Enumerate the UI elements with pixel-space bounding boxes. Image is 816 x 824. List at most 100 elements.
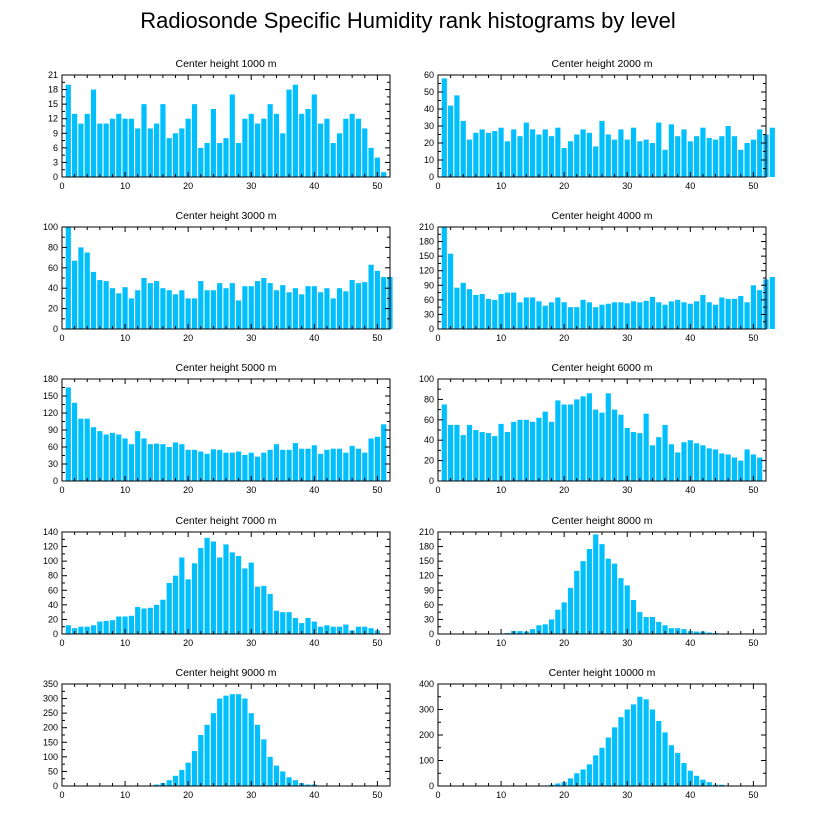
histogram-bar: [336, 448, 343, 481]
histogram-bar: [160, 444, 166, 481]
histogram-bar: [254, 724, 261, 786]
histogram-bar: [548, 619, 555, 634]
y-tick-label: 9: [53, 128, 58, 138]
histogram-bar: [605, 303, 611, 329]
histogram-bar: [109, 288, 116, 329]
histogram-bar: [154, 281, 160, 329]
histogram-bar: [593, 409, 599, 481]
histogram-bar: [330, 143, 336, 177]
histogram-bar: [368, 264, 374, 329]
histogram-bar: [172, 442, 179, 481]
histogram-bar: [656, 122, 662, 177]
histogram-panel-10: Center height 10000 m 0 10 20 30 40 50 0 100 200 3…: [419, 667, 767, 800]
histogram-bar: [90, 625, 97, 634]
histogram-bar: [561, 302, 567, 329]
histogram-bar: [109, 432, 116, 481]
histogram-bar: [530, 421, 536, 481]
histogram-bar: [229, 694, 235, 786]
histogram-bar: [599, 544, 605, 634]
x-tick-label: 20: [559, 638, 569, 648]
histogram-bar: [624, 303, 630, 329]
histogram-bar: [750, 454, 756, 481]
histogram-bar: [210, 713, 216, 786]
panel-title: Center height 10000 m: [549, 667, 656, 679]
histogram-bar: [172, 775, 179, 786]
histogram-bar: [191, 751, 198, 786]
histogram-bar: [460, 435, 466, 481]
x-tick-label: 20: [559, 790, 569, 800]
histogram-bar: [236, 451, 242, 481]
histogram-bar: [687, 141, 693, 177]
x-tick-label: 50: [372, 790, 382, 800]
y-tick-label: 18: [48, 85, 58, 95]
x-tick-label: 30: [622, 790, 632, 800]
histogram-bar: [65, 227, 71, 329]
histogram-bar: [343, 452, 349, 481]
histogram-bar: [299, 623, 305, 634]
histogram-bar: [254, 456, 261, 481]
histogram-bar: [530, 629, 536, 634]
histogram-bar: [649, 709, 656, 786]
y-tick-label: 150: [419, 251, 434, 261]
y-tick-label: 150: [419, 556, 434, 566]
histogram-bar: [223, 452, 229, 481]
histogram-bar: [122, 118, 128, 177]
histogram-bar: [254, 281, 261, 329]
histogram-bar: [229, 552, 235, 634]
histogram-bar: [280, 449, 286, 481]
histogram-bar: [141, 278, 147, 329]
histogram-bar: [612, 302, 618, 329]
y-tick-label: 0: [429, 476, 434, 486]
histogram-bar: [460, 282, 466, 329]
x-tick-label: 20: [183, 485, 193, 495]
y-tick-label: 250: [43, 708, 58, 718]
histogram-bar: [362, 128, 368, 177]
histogram-bar: [618, 414, 624, 481]
histogram-bar: [90, 271, 97, 329]
histogram-bar: [700, 445, 706, 481]
histogram-bar: [605, 558, 611, 634]
histogram-bar: [548, 421, 555, 481]
y-tick-label: 21: [48, 70, 58, 80]
y-tick-label: 12: [48, 114, 58, 124]
histogram-bar: [280, 771, 286, 786]
y-tick-label: 150: [43, 391, 58, 401]
histogram-bar: [517, 419, 523, 481]
histogram-bar: [185, 579, 191, 634]
histogram-bar: [580, 299, 586, 329]
histogram-bar: [750, 285, 756, 329]
histogram-bar: [343, 291, 349, 329]
histogram-bar: [72, 260, 78, 329]
histogram-bar: [362, 626, 368, 634]
histogram-bar: [336, 133, 343, 177]
histogram-bar: [318, 292, 324, 329]
x-tick-label: 0: [435, 485, 440, 495]
histogram-bar: [593, 755, 599, 786]
panel-title: Center height 6000 m: [552, 362, 653, 374]
x-tick-label: 0: [435, 333, 440, 343]
x-tick-label: 20: [559, 485, 569, 495]
histogram-bar: [719, 297, 725, 329]
figure-title: Radiosonde Specific Humidity rank histog…: [140, 8, 676, 33]
histogram-bar: [305, 286, 311, 329]
histogram-bar: [687, 440, 693, 481]
histogram-bar: [374, 436, 380, 481]
histogram-bar: [84, 252, 90, 329]
histogram-bar: [141, 438, 147, 481]
histogram-bar: [460, 120, 466, 177]
histogram-bar: [128, 118, 134, 177]
histogram-bar: [637, 433, 643, 481]
panel-title: Center height 3000 m: [176, 210, 277, 222]
histogram-bar: [586, 302, 592, 329]
y-tick-label: 40: [48, 283, 58, 293]
y-tick-label: 100: [419, 374, 434, 384]
y-tick-label: 200: [43, 723, 58, 733]
y-tick-label: 200: [419, 730, 434, 740]
histogram-bar: [662, 149, 668, 177]
histogram-bar: [217, 283, 223, 329]
x-tick-label: 40: [309, 333, 319, 343]
y-tick-label: 0: [429, 172, 434, 182]
y-tick-label: 60: [48, 442, 58, 452]
histogram-bar: [662, 732, 668, 786]
histogram-bar: [448, 424, 454, 481]
